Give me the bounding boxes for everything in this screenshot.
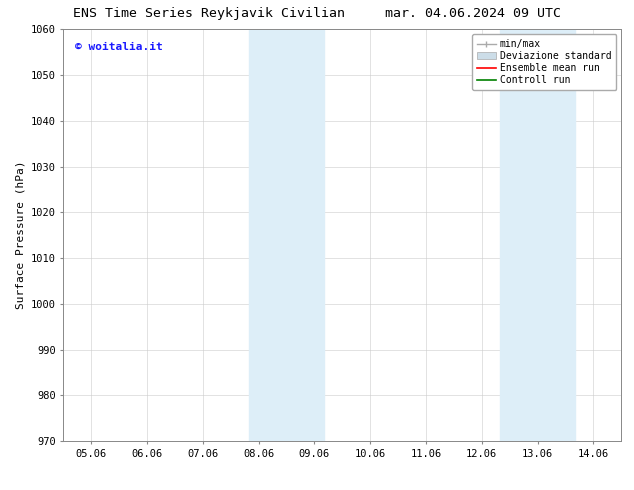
- Text: © woitalia.it: © woitalia.it: [75, 42, 162, 52]
- Y-axis label: Surface Pressure (hPa): Surface Pressure (hPa): [15, 161, 25, 310]
- Text: ENS Time Series Reykjavik Civilian     mar. 04.06.2024 09 UTC: ENS Time Series Reykjavik Civilian mar. …: [73, 7, 561, 21]
- Legend: min/max, Deviazione standard, Ensemble mean run, Controll run: min/max, Deviazione standard, Ensemble m…: [472, 34, 616, 90]
- Bar: [500, 29, 575, 441]
- Bar: [249, 29, 324, 441]
